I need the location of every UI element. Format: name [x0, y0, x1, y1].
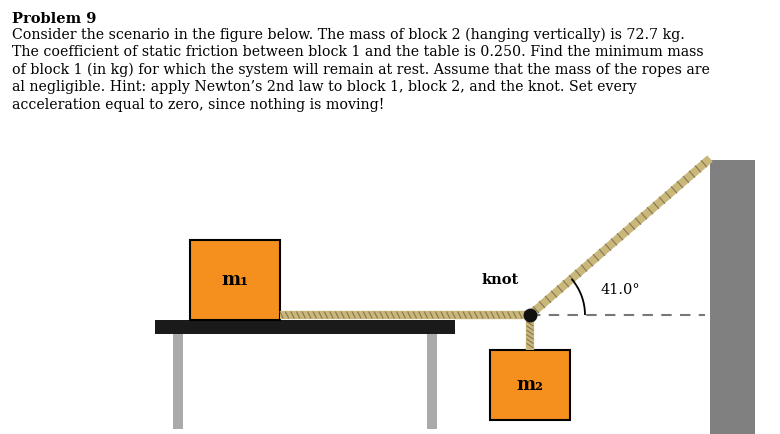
Text: The coefficient of static friction between block 1 and the table is 0.250. Find : The coefficient of static friction betwe… — [12, 46, 704, 59]
Text: Problem 9: Problem 9 — [12, 12, 97, 26]
Text: m₁: m₁ — [222, 271, 249, 289]
Bar — [190, 240, 280, 320]
Bar — [155, 320, 455, 334]
Bar — [173, 334, 183, 429]
Text: Consider the scenario in the figure below. The mass of block 2 (hanging vertical: Consider the scenario in the figure belo… — [12, 28, 685, 43]
Text: knot: knot — [481, 273, 519, 287]
Bar — [490, 350, 570, 420]
Bar — [427, 334, 437, 429]
Text: acceleration equal to zero, since nothing is moving!: acceleration equal to zero, since nothin… — [12, 98, 385, 112]
Text: 41.0°: 41.0° — [601, 283, 640, 297]
Text: of block 1 (in kg) for which the system will remain at rest. Assume that the mas: of block 1 (in kg) for which the system … — [12, 63, 710, 77]
Text: al negligible. Hint: apply Newton’s 2nd law to block 1, block 2, and the knot. S: al negligible. Hint: apply Newton’s 2nd … — [12, 80, 636, 95]
Bar — [710, 160, 755, 434]
Text: m₂: m₂ — [516, 376, 544, 394]
